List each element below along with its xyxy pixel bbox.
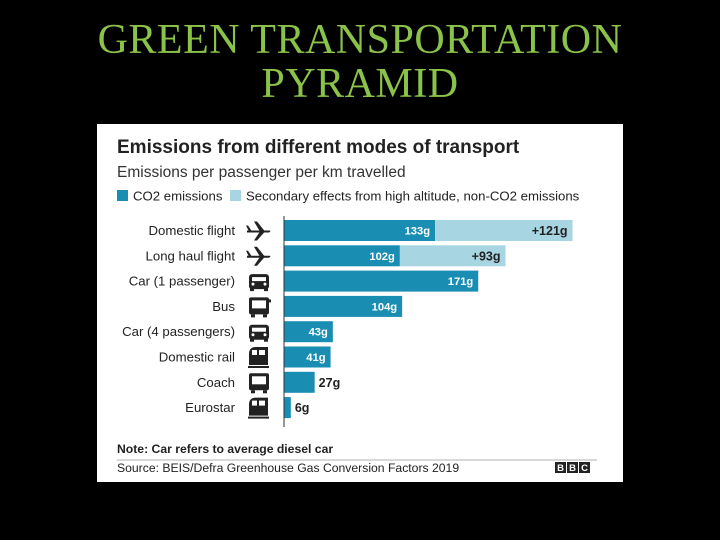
legend-label-co2: CO2 emissions xyxy=(133,189,223,204)
slide-title-line-2: PYRAMID xyxy=(261,61,459,107)
bar-secondary-long-haul-flight xyxy=(399,245,506,267)
value-label-co2-domestic-rail: 41g xyxy=(306,352,325,364)
chart-subtitle: Emissions per passenger per km travelled xyxy=(117,164,406,181)
value-label-co2-eurostar: 6g xyxy=(295,401,310,415)
bar-co2-domestic-flight xyxy=(284,220,436,241)
bbc-logo-block xyxy=(555,462,566,473)
bar-co2-domestic-rail xyxy=(284,346,331,368)
plane-icon xyxy=(246,246,271,266)
emissions-chart: Emissions from different modes of transp… xyxy=(117,137,597,475)
category-label-car-1-passenger: Car (1 passenger) xyxy=(129,274,235,289)
category-label-eurostar: Eurostar xyxy=(185,400,235,415)
car-icon xyxy=(249,274,269,292)
legend-label-secondary: Secondary effects from high altitude, no… xyxy=(246,189,580,204)
bbc-logo-letter: C xyxy=(581,463,588,474)
legend-swatch-co2 xyxy=(117,190,128,201)
train-icon xyxy=(248,397,269,419)
bar-secondary-domestic-flight xyxy=(435,220,573,241)
train-icon xyxy=(248,347,269,368)
coach-icon xyxy=(249,373,269,394)
value-label-co2-long-haul-flight: 102g xyxy=(369,251,395,263)
chart-source: Source: BEIS/Defra Greenhouse Gas Conver… xyxy=(117,461,459,475)
car-icon xyxy=(249,324,269,342)
bar-co2-bus xyxy=(284,295,403,317)
category-label-car-4-passengers: Car (4 passengers) xyxy=(122,324,235,339)
plane-icon xyxy=(246,221,271,241)
slide-title: GREEN TRANSPORTATION PYRAMID xyxy=(0,18,720,106)
value-label-co2-car-1-passenger: 171g xyxy=(448,276,474,288)
bar-co2-long-haul-flight xyxy=(284,245,400,267)
chart-note: Note: Car refers to average diesel car xyxy=(117,442,333,456)
value-label-co2-bus: 104g xyxy=(372,301,398,313)
chart-panel: Emissions from different modes of transp… xyxy=(97,124,623,482)
bbc-logo-letter: B xyxy=(569,463,576,474)
category-label-domestic-flight: Domestic flight xyxy=(149,223,236,238)
bar-co2-car-1-passenger xyxy=(284,270,479,292)
bus-icon xyxy=(249,297,271,318)
bar-co2-coach xyxy=(284,371,315,393)
bbc-logo-block xyxy=(567,462,578,473)
slide-title-line-1: GREEN TRANSPORTATION xyxy=(97,17,623,63)
chart-title: Emissions from different modes of transp… xyxy=(117,137,520,158)
chart-rows: Domestic flight 133g +121g Long haul flight… xyxy=(122,220,573,419)
value-label-co2-domestic-flight: 133g xyxy=(405,226,431,238)
bbc-logo-block xyxy=(579,462,590,473)
bar-co2-car-4-passengers xyxy=(284,321,333,343)
value-label-secondary-domestic-flight: +121g xyxy=(532,224,568,238)
legend-swatch-secondary xyxy=(230,190,241,201)
category-label-domestic-rail: Domestic rail xyxy=(159,350,235,365)
value-label-co2-coach: 27g xyxy=(319,376,341,390)
bbc-logo-letter: B xyxy=(557,463,564,474)
value-label-co2-car-4-passengers: 43g xyxy=(309,327,328,339)
category-label-bus: Bus xyxy=(212,299,235,314)
category-label-coach: Coach xyxy=(197,375,235,390)
bar-co2-eurostar xyxy=(284,397,291,419)
category-label-long-haul-flight: Long haul flight xyxy=(146,248,236,263)
value-label-secondary-long-haul-flight: +93g xyxy=(472,249,501,263)
